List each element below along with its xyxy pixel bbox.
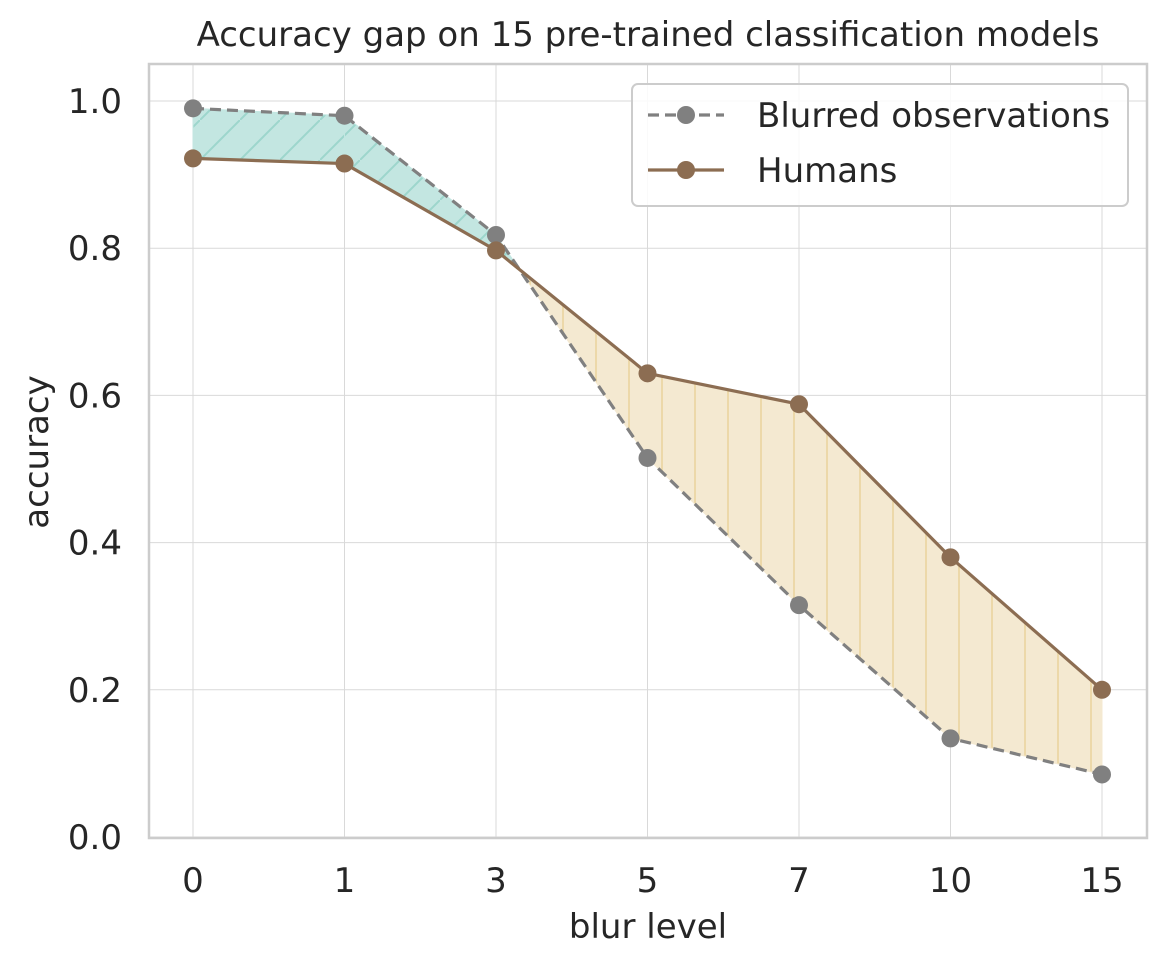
- y-tick-label: 0.8: [68, 229, 122, 269]
- data-point-blurred-observations: [638, 448, 657, 467]
- x-tick-label: 3: [485, 861, 507, 901]
- x-axis-label: blur level: [569, 907, 727, 947]
- gap-fill: [192, 107, 1103, 776]
- x-tick-label: 15: [1080, 861, 1123, 901]
- y-tick-label: 0.0: [68, 818, 122, 858]
- y-tick-labels: 0.0 0.2 0.4 0.6 0.8 1.0: [68, 82, 122, 858]
- data-point-humans: [1093, 680, 1111, 699]
- x-tick-label: 5: [637, 861, 659, 901]
- x-tick-label: 0: [182, 861, 204, 901]
- data-point-humans: [638, 364, 657, 383]
- legend-frame: [631, 83, 1129, 207]
- y-tick-label: 1.0: [68, 82, 122, 122]
- legend-marker: [677, 106, 695, 124]
- data-point-blurred-observations: [941, 729, 960, 748]
- data-point-humans: [335, 154, 354, 173]
- chart-title: Accuracy gap on 15 pre-trained classific…: [197, 15, 1100, 55]
- data-point-blurred-observations: [184, 99, 202, 118]
- gap-region-humans-above: [798, 403, 951, 740]
- data-point-blurred-observations: [790, 596, 808, 615]
- x-tick-labels: 0 1 3 5 7 10 15: [182, 861, 1123, 901]
- legend-label: Blurred observations: [757, 96, 1110, 136]
- y-tick-label: 0.2: [68, 671, 122, 711]
- y-tick-label: 0.6: [68, 376, 122, 416]
- gap-region-blurred-above: [192, 107, 345, 165]
- legend-marker: [677, 161, 695, 179]
- gap-region-humans-above: [647, 372, 800, 607]
- data-point-blurred-observations: [335, 106, 354, 125]
- data-point-blurred-observations: [1093, 765, 1111, 784]
- legend: Blurred observations Humans: [631, 83, 1129, 207]
- data-point-humans: [487, 241, 505, 260]
- data-point-humans: [790, 395, 808, 414]
- y-tick-label: 0.4: [68, 524, 122, 564]
- x-tick-label: 7: [788, 861, 810, 901]
- data-point-blurred-observations: [487, 225, 505, 244]
- series-lines: [184, 99, 1111, 784]
- gap-region-humans-above: [950, 556, 1103, 776]
- gap-region-blurred-above: [344, 114, 497, 252]
- data-point-humans: [941, 548, 960, 567]
- data-point-humans: [184, 149, 202, 168]
- y-axis-label: accuracy: [17, 375, 57, 528]
- x-tick-label: 1: [334, 861, 356, 901]
- x-tick-label: 10: [929, 861, 972, 901]
- legend-label: Humans: [757, 151, 897, 191]
- plot-frame: [147, 62, 1149, 840]
